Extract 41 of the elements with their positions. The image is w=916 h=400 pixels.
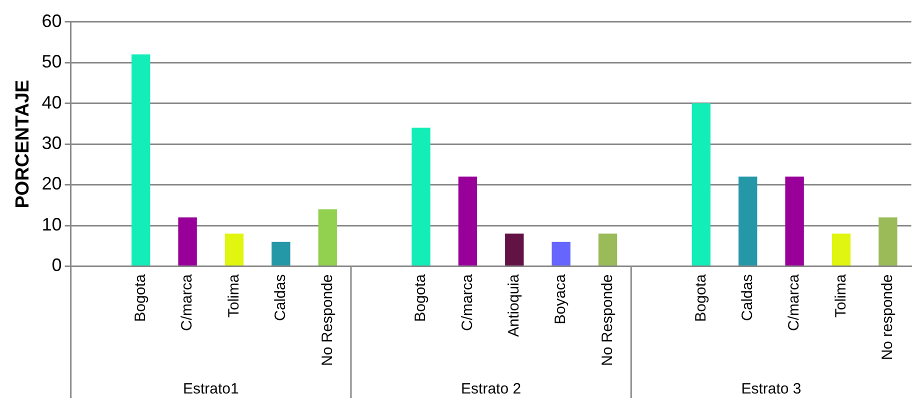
y-tick-label: 40 bbox=[42, 92, 62, 112]
text: Estrato1 bbox=[182, 380, 239, 398]
x-tick-label: No Responde bbox=[318, 274, 336, 366]
text: Estrato 2 bbox=[461, 380, 522, 398]
x-tick-label: No responde bbox=[879, 274, 896, 360]
x-tick-label: Bogota bbox=[692, 274, 710, 322]
x-tick-label: Tolima bbox=[225, 274, 242, 318]
bar bbox=[132, 54, 150, 266]
x-tick-label: Bogota bbox=[132, 274, 149, 322]
bar bbox=[552, 242, 570, 266]
bar bbox=[224, 234, 244, 266]
x-tick-label: Boyaca bbox=[552, 274, 570, 324]
bar bbox=[272, 242, 290, 266]
y-tick-label: 50 bbox=[42, 52, 62, 72]
x-tick-label: Antioquia bbox=[506, 274, 523, 337]
y-tick-label: 30 bbox=[42, 133, 62, 154]
bar bbox=[458, 176, 478, 266]
x-tick-label: No Responde bbox=[598, 274, 616, 366]
y-tick-label: 0 bbox=[52, 255, 62, 276]
bar bbox=[832, 234, 851, 266]
x-tick-label: Caldas bbox=[739, 274, 756, 321]
bar bbox=[785, 176, 804, 266]
x-tick-label: C/marca bbox=[786, 274, 803, 331]
y-tick-label: 60 bbox=[42, 10, 62, 31]
x-tick-label: Caldas bbox=[272, 274, 290, 321]
x-tick-label: Tolima bbox=[832, 274, 850, 318]
y-tick-label: 10 bbox=[42, 214, 62, 234]
bar bbox=[692, 103, 711, 266]
y-tick-label: 20 bbox=[42, 174, 62, 194]
bar bbox=[878, 217, 898, 266]
bar bbox=[178, 217, 197, 266]
bar bbox=[738, 176, 758, 266]
text: Estrato 3 bbox=[741, 380, 802, 398]
bar bbox=[412, 128, 430, 266]
x-tick-label: C/marca bbox=[178, 274, 196, 331]
bar bbox=[318, 209, 337, 266]
y-axis-title: PORCENTAJE bbox=[12, 80, 34, 208]
x-tick-label: Bogota bbox=[412, 274, 430, 322]
x-tick-label: C/marca bbox=[458, 274, 476, 331]
bar bbox=[598, 234, 618, 266]
bar bbox=[505, 234, 524, 266]
